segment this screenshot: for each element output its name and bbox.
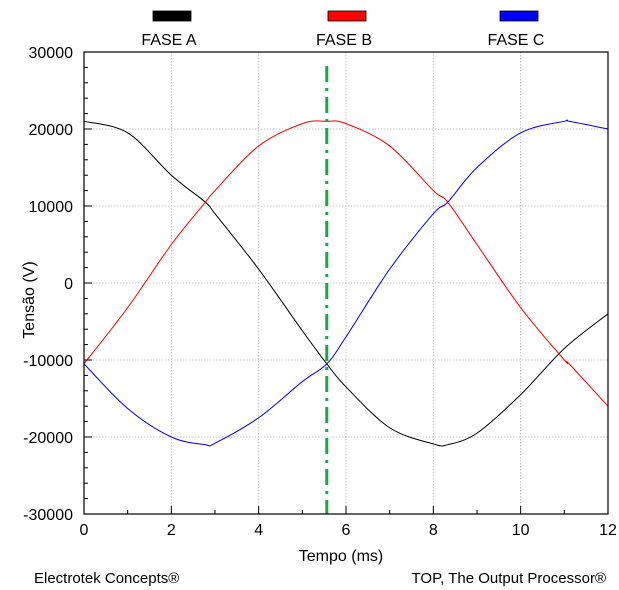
tick-labels: 0 2 4 6 8 10 12 30000 20000 10000 0 -10000 -20000 -30… (23, 45, 617, 539)
y-tick-label: 10000 (29, 199, 74, 216)
x-tick-label: 2 (167, 522, 176, 539)
x-tick-label: 0 (80, 522, 89, 539)
y-tick-label: -20000 (23, 430, 73, 447)
footer-left-credit: Electrotek Concepts® (34, 570, 180, 587)
y-tick-label: -10000 (23, 353, 73, 370)
legend-label: FASE A (141, 32, 196, 49)
series-fase-b (83, 120, 609, 407)
legend-swatch (499, 10, 539, 22)
y-tick-label: -30000 (23, 507, 73, 524)
legend-swatch (327, 10, 367, 22)
axis-ticks (83, 51, 609, 515)
legend-label: FASE C (488, 32, 545, 49)
grid (84, 52, 608, 514)
x-tick-label: 10 (512, 522, 530, 539)
legend-swatch (152, 10, 192, 22)
legend: FASE A FASE B FASE C (141, 10, 545, 49)
x-axis-label: Tempo (ms) (299, 548, 383, 565)
footer-right-credit: TOP, The Output Processor® (411, 570, 606, 587)
x-tick-label: 4 (254, 522, 263, 539)
x-tick-label: 6 (342, 522, 351, 539)
series-fase-a (83, 120, 609, 447)
x-tick-label: 12 (599, 522, 617, 539)
y-tick-label: 30000 (29, 45, 74, 62)
series-layer (83, 119, 609, 447)
y-tick-label: 0 (64, 276, 73, 293)
y-tick-label: 20000 (29, 122, 74, 139)
x-tick-label: 8 (429, 522, 438, 539)
legend-label: FASE B (316, 32, 372, 49)
series-fase-c (83, 119, 609, 447)
y-axis-label: Tensão (V) (21, 261, 38, 338)
